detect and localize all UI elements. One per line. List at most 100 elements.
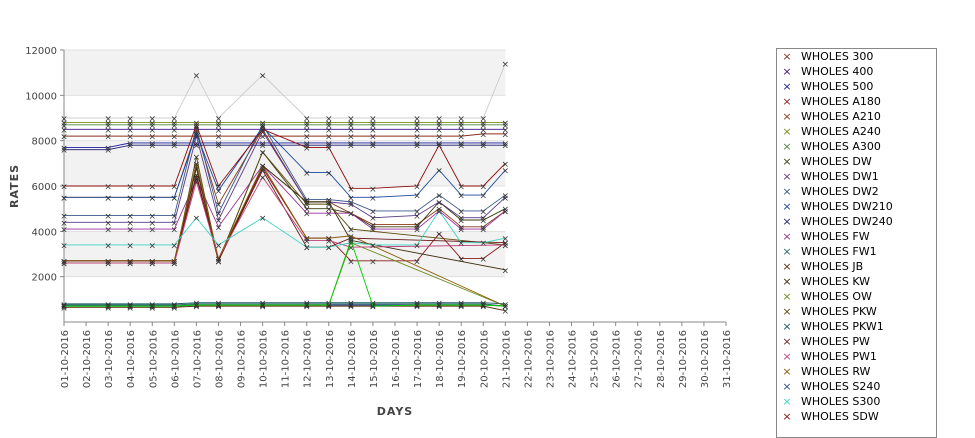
series-wholes-400: × × × × × × × × × × × × × × × × × bbox=[60, 126, 509, 136]
data-point-marker: × bbox=[479, 192, 487, 202]
data-point-marker: × bbox=[215, 126, 223, 136]
data-point-marker: × bbox=[60, 303, 68, 313]
data-point-marker: × bbox=[369, 126, 377, 136]
series-line bbox=[64, 142, 506, 148]
data-point-marker: × bbox=[325, 198, 333, 208]
y-tick-label: 2000 bbox=[32, 273, 57, 284]
data-point-marker: × bbox=[126, 257, 134, 267]
data-point-marker: × bbox=[215, 257, 223, 267]
series-line bbox=[64, 126, 506, 198]
data-point-marker: × bbox=[104, 133, 112, 143]
data-point-marker: × bbox=[325, 303, 333, 313]
data-point-marker: × bbox=[126, 212, 134, 222]
series-line bbox=[64, 210, 506, 248]
data-point-marker: × bbox=[148, 115, 156, 125]
data-point-marker: × bbox=[347, 237, 355, 247]
data-point-marker: × bbox=[347, 139, 355, 149]
data-point-marker: × bbox=[60, 300, 68, 310]
data-point-marker: × bbox=[126, 304, 134, 314]
data-point-marker: × bbox=[369, 214, 377, 224]
data-point-marker: × bbox=[435, 207, 443, 217]
data-point-marker: × bbox=[193, 303, 201, 313]
data-point-marker: × bbox=[126, 121, 134, 131]
x-tick-label: 22-10-2016 bbox=[523, 330, 534, 388]
y-tick-label: 10000 bbox=[25, 91, 57, 102]
data-point-marker: × bbox=[303, 302, 311, 312]
data-point-marker: × bbox=[148, 194, 156, 204]
data-point-marker: × bbox=[215, 302, 223, 312]
x-tick-label: 27-10-2016 bbox=[634, 330, 645, 388]
y-axis-label: RATES bbox=[8, 164, 21, 208]
data-point-marker: × bbox=[325, 196, 333, 206]
series-line bbox=[64, 176, 506, 264]
series-line bbox=[64, 303, 506, 307]
x-tick-label: 21-10-2016 bbox=[501, 330, 512, 388]
data-point-marker: × bbox=[148, 219, 156, 229]
data-point-marker: × bbox=[347, 185, 355, 195]
data-point-marker: × bbox=[413, 192, 421, 202]
data-point-marker: × bbox=[502, 303, 510, 313]
data-point-marker: × bbox=[435, 302, 443, 312]
data-point-marker: × bbox=[303, 142, 311, 152]
data-point-marker: × bbox=[171, 115, 179, 125]
legend-marker-icon: × bbox=[782, 140, 792, 153]
data-point-marker: × bbox=[457, 183, 465, 193]
data-point-marker: × bbox=[60, 260, 68, 270]
legend-marker-icon: × bbox=[782, 50, 792, 63]
x-tick-label: 24-10-2016 bbox=[568, 330, 579, 388]
data-point-marker: × bbox=[303, 303, 311, 313]
data-point-marker: × bbox=[303, 119, 311, 129]
legend-marker-icon: × bbox=[782, 110, 792, 123]
legend-label: WHOLES 300 bbox=[801, 50, 874, 63]
legend-item: × WHOLES DW240 bbox=[777, 214, 936, 229]
data-point-marker: × bbox=[325, 201, 333, 211]
data-point-marker: × bbox=[148, 139, 156, 149]
data-point-marker: × bbox=[259, 173, 267, 183]
data-point-marker: × bbox=[325, 198, 333, 208]
legend-label: WHOLES DW bbox=[801, 155, 872, 168]
x-tick-label: 05-10-2016 bbox=[148, 330, 159, 388]
data-point-marker: × bbox=[347, 226, 355, 236]
data-point-marker: × bbox=[215, 139, 223, 149]
data-point-marker: × bbox=[479, 302, 487, 312]
legend-marker-icon: × bbox=[782, 95, 792, 108]
data-point-marker: × bbox=[303, 198, 311, 208]
legend-item: × WHOLES DW bbox=[777, 154, 936, 169]
y-tick-label: 4000 bbox=[32, 227, 57, 238]
data-point-marker: × bbox=[148, 257, 156, 267]
series-line bbox=[64, 144, 506, 151]
data-point-marker: × bbox=[303, 302, 311, 312]
data-point-marker: × bbox=[303, 196, 311, 206]
data-point-marker: × bbox=[215, 121, 223, 131]
data-point-marker: × bbox=[171, 241, 179, 251]
data-point-marker: × bbox=[148, 303, 156, 313]
x-tick-label: 03-10-2016 bbox=[104, 330, 115, 388]
data-point-marker: × bbox=[193, 171, 201, 181]
legend-item: × WHOLES S240 bbox=[777, 379, 936, 394]
data-point-marker: × bbox=[502, 303, 510, 313]
legend-marker-icon: × bbox=[782, 215, 792, 228]
data-point-marker: × bbox=[325, 142, 333, 152]
data-point-marker: × bbox=[171, 212, 179, 222]
data-point-marker: × bbox=[413, 139, 421, 149]
data-point-marker: × bbox=[369, 207, 377, 217]
legend-label: WHOLES JB bbox=[801, 260, 864, 273]
data-point-marker: × bbox=[259, 299, 267, 309]
legend-label: WHOLES S300 bbox=[801, 395, 881, 408]
data-point-marker: × bbox=[502, 235, 510, 245]
legend-item: × WHOLES A210 bbox=[777, 109, 936, 124]
data-point-marker: × bbox=[215, 241, 223, 251]
series-wholes-s300: × × × × ××××× × × × ××× × × bbox=[60, 207, 509, 253]
data-point-marker: × bbox=[457, 115, 465, 125]
data-point-marker: × bbox=[148, 183, 156, 193]
data-point-marker: × bbox=[215, 302, 223, 312]
data-point-marker: × bbox=[104, 257, 112, 267]
legend-item: × WHOLES A180 bbox=[777, 94, 936, 109]
data-point-marker: × bbox=[60, 260, 68, 270]
legend-label: WHOLES A240 bbox=[801, 125, 881, 138]
data-point-marker: × bbox=[325, 235, 333, 245]
data-point-marker: × bbox=[479, 223, 487, 233]
legend-item: × WHOLES JB bbox=[777, 259, 936, 274]
data-point-marker: × bbox=[435, 167, 443, 177]
data-point-marker: × bbox=[303, 302, 311, 312]
